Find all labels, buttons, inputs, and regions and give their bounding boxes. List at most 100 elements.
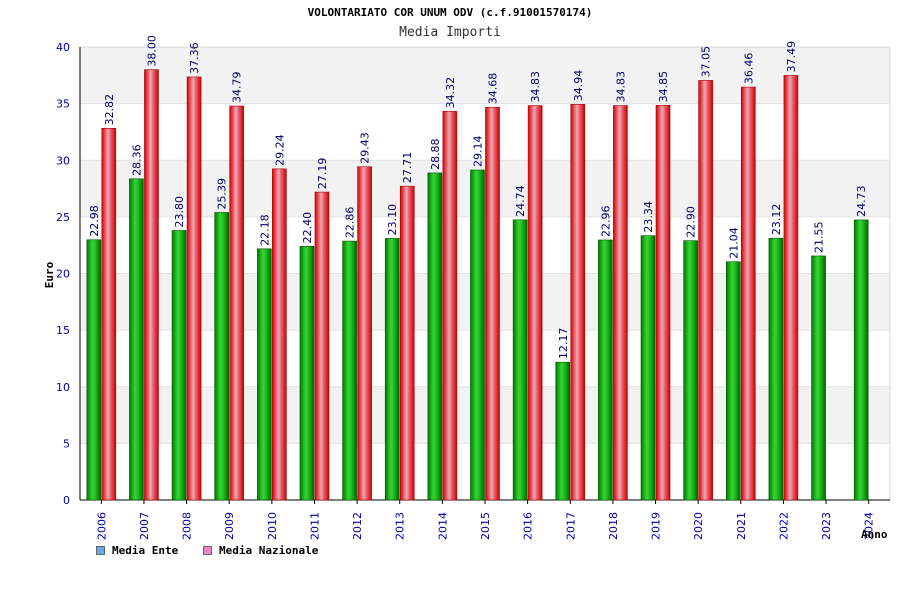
data-label: 24.74 [514,185,527,217]
data-label: 34.85 [657,71,670,103]
grid-band [80,160,890,217]
grid-band [80,443,890,500]
data-label: 38.00 [145,35,158,67]
bar-media-nazionale [144,69,159,501]
y-tick-label: 25 [56,211,70,224]
data-label: 23.34 [642,201,655,233]
bar-media-ente [725,261,741,501]
legend-item-media-ente: Media Ente [96,543,178,557]
y-tick-label: 5 [63,437,70,450]
bar-media-ente [342,240,357,501]
data-label: 37.49 [785,41,798,73]
legend-swatch-media-ente [96,545,105,555]
data-label: 22.90 [685,206,698,238]
data-label: 29.14 [472,135,485,167]
x-tick-label: 2016 [522,512,535,540]
data-label: 37.36 [188,42,201,74]
bar-media-ente [257,248,272,501]
x-tick-label: 2021 [735,512,748,540]
bar-media-nazionale [229,105,245,501]
bar-media-ente [512,219,528,501]
value-labels: 22.98 32.82 28.36 38.00 23.80 37.36 25.39 34.79… [88,35,868,359]
y-tick-label: 10 [56,381,70,394]
bar-media-ente [427,172,443,501]
grid-band [80,386,890,444]
data-label: 32.82 [103,94,116,126]
y-axis-label: Euro [43,261,56,288]
bar-media-ente [555,361,571,501]
bars [86,69,869,501]
data-label: 34.83 [614,71,627,103]
bar-media-ente [811,255,826,501]
y-tick-label: 40 [56,41,70,54]
y-tick-label: 15 [56,324,70,337]
legend-label-media-nazionale: Media Nazionale [219,543,319,557]
bar-media-ente [129,178,144,501]
bar-media-nazionale [357,166,372,501]
data-label: 22.86 [344,207,357,239]
x-tick-label: 2012 [351,512,364,540]
data-label: 21.04 [727,227,740,259]
data-label: 28.36 [130,144,143,176]
grid-band [80,103,890,161]
x-tick-label: 2010 [266,512,279,540]
data-label: 37.05 [700,46,713,78]
bar-media-nazionale [314,191,330,501]
x-tick-label: 2008 [181,512,194,540]
legend-label-media-ente: Media Ente [112,543,179,557]
data-label: 22.98 [88,205,101,237]
legend-item-media-nazionale: Media Nazionale [203,543,318,557]
data-label: 22.18 [258,214,271,246]
data-label: 22.96 [599,205,612,237]
data-label: 27.19 [316,158,329,190]
x-tick-label: 2018 [607,512,620,540]
data-label: 34.94 [572,70,585,102]
bar-media-ente [384,238,400,501]
data-label: 28.88 [429,138,442,170]
data-label: 24.73 [855,185,868,217]
bar-media-nazionale [783,75,799,501]
bar-media-nazionale [613,105,628,501]
x-tick-label: 2011 [308,512,321,540]
x-tick-label: 2022 [777,512,790,540]
x-tick-label: 2019 [650,512,663,540]
bar-media-nazionale [272,168,287,501]
x-tick-label: 2014 [436,512,449,540]
data-label: 22.40 [301,212,314,244]
chart-title: VOLONTARIATO COR UNUM ODV (c.f.910015701… [307,6,593,19]
x-tick-label: 2017 [564,512,577,540]
bar-media-ente [470,169,485,501]
bar-media-nazionale [442,111,458,501]
x-tick-label: 2024 [863,512,876,540]
y-tick-label: 20 [56,268,70,281]
y-tick-label: 35 [56,98,70,111]
bar-media-nazionale [698,80,713,501]
bar-media-ente [299,246,315,501]
data-label: 34.83 [529,71,542,103]
chart-subtitle: Media Importi [399,25,501,40]
x-tick-label: 2023 [820,512,833,540]
bar-media-nazionale [399,185,415,501]
grid-band [80,47,890,104]
data-label: 36.46 [742,53,755,85]
x-tick-label: 2009 [223,512,236,540]
y-tick-label: 0 [63,494,70,507]
x-tick-label: 2006 [95,512,108,540]
bar-media-ente [86,239,102,501]
data-label: 34.32 [444,77,457,109]
data-label: 34.68 [487,73,500,105]
grid-band [80,330,890,387]
data-label: 23.80 [173,196,186,228]
x-axis-label: Anno [861,528,888,541]
data-label: 12.17 [557,328,570,360]
legend-swatch-media-nazionale [203,545,212,555]
bar-media-ente [598,239,613,501]
bar-media-ente [853,219,869,501]
grid-band [80,273,890,331]
data-label: 21.55 [813,221,826,253]
data-label: 25.39 [216,178,229,210]
data-label: 29.43 [359,132,372,164]
grid-bands [80,46,890,501]
x-tick-label: 2007 [138,512,151,540]
bar-media-nazionale [527,105,543,501]
